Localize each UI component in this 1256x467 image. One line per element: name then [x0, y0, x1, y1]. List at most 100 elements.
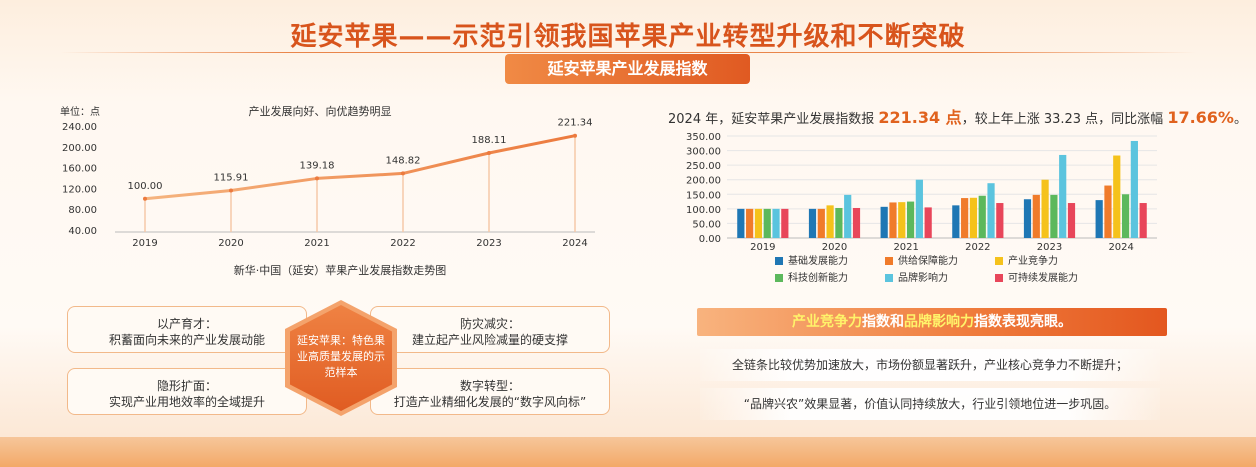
note-brand: “品牌兴农”效果显著，价值认同持续放大，行业引领地位进一步巩固。 [700, 388, 1160, 420]
bar [1067, 203, 1076, 238]
bar [924, 207, 932, 238]
data-point [143, 196, 147, 201]
legend-swatch [995, 257, 1003, 265]
x-tick-label: 2023 [476, 238, 501, 249]
bottom-band [0, 437, 1256, 467]
bar [889, 202, 897, 238]
bar [1121, 194, 1130, 238]
bar [915, 179, 923, 238]
y-tick-label: 240.00 [62, 122, 97, 133]
summary-text: 2024 年，延安苹果产业发展指数报 221.34 点，较上年上涨 33.23 … [668, 104, 1247, 128]
bar [1095, 200, 1103, 238]
bar [826, 205, 834, 238]
bar [898, 202, 906, 238]
x-tick-label: 2020 [822, 242, 847, 250]
bar [952, 205, 960, 238]
bar [1023, 199, 1032, 238]
line-chart-subtitle: 产业发展向好、向优趋势明显 [248, 105, 392, 118]
bar [1139, 203, 1147, 238]
card-talent-body: 积蓄面向未来的产业发展动能 [108, 333, 265, 347]
highlight-banner: 产业竞争力指数和品牌影响力指数表现亮眼。 [697, 308, 1167, 336]
card-disaster-title: 防灾减灾： [459, 317, 520, 331]
bar [772, 208, 780, 238]
summary-index-value: 221.34 点 [878, 108, 962, 127]
x-tick-label: 2019 [132, 238, 157, 249]
y-tick-label: 300.00 [686, 147, 721, 158]
bar [1130, 140, 1138, 238]
card-talent: 以产育才： 积蓄面向未来的产业发展动能 [67, 306, 307, 353]
data-point [573, 133, 577, 138]
bar [961, 198, 969, 238]
bar [969, 197, 978, 238]
bar [754, 208, 763, 238]
note-competitiveness: 全链条比较优势加速放大，市场份额显著跃升，产业核心竞争力不断提升； [700, 349, 1160, 381]
legend-label: 品牌影响力 [898, 273, 948, 284]
legend-label: 可持续发展能力 [1008, 273, 1078, 284]
card-digital-body: 打造产业精细化发展的“数字风向标” [393, 395, 587, 409]
card-land-body: 实现产业用地效率的全域提升 [108, 395, 265, 409]
bar [1050, 194, 1058, 238]
y-tick-label: 50.00 [692, 219, 721, 230]
bar [817, 208, 825, 238]
y-tick-label: 120.00 [62, 184, 97, 195]
data-point [487, 150, 491, 155]
bar [746, 208, 754, 238]
bar [906, 201, 915, 238]
highlight-and: 指数和 [862, 314, 904, 330]
legend-swatch [775, 257, 783, 265]
x-tick-label: 2019 [750, 242, 775, 250]
y-tick-label: 0.00 [699, 234, 721, 245]
bar [996, 203, 1004, 238]
legend-item: 基础发展能力 [775, 252, 848, 267]
y-tick-label: 80.00 [68, 205, 97, 216]
card-disaster: 防灾减灾： 建立起产业风险减量的硬支撑 [370, 306, 610, 353]
sub-index-bar-chart: 0.00 50.00 100.00 150.00 200.00 250.00 300.00 3… [686, 132, 1157, 250]
legend-item: 供给保障能力 [885, 252, 958, 267]
bar [987, 183, 995, 238]
bar [737, 208, 745, 238]
bar [1041, 179, 1049, 238]
bar [852, 207, 861, 238]
card-land-title: 隐形扩面： [156, 379, 217, 393]
x-tick-label: 2020 [218, 238, 243, 249]
data-label: 221.34 [558, 118, 593, 129]
card-digital-title: 数字转型： [459, 379, 520, 393]
line-chart-unit-label: 单位：点 [60, 107, 100, 118]
legend-label: 科技创新能力 [788, 273, 848, 284]
bar [781, 208, 789, 238]
data-point [401, 171, 405, 176]
y-tick-label: 150.00 [686, 190, 721, 201]
data-point [229, 188, 233, 193]
card-digital: 数字转型： 打造产业精细化发展的“数字风向标” [370, 368, 610, 415]
bar [1104, 185, 1112, 238]
legend-swatch [885, 274, 893, 282]
highlight-competitiveness: 产业竞争力 [792, 314, 862, 330]
bar [1032, 194, 1040, 238]
data-point [315, 176, 319, 181]
legend-item: 科技创新能力 [775, 269, 848, 284]
legend-item: 可持续发展能力 [995, 269, 1078, 284]
y-tick-label: 200.00 [62, 143, 97, 154]
card-land: 隐形扩面： 实现产业用地效率的全域提升 [67, 368, 307, 415]
center-hexagon-text: 延安苹果：特色果业高质量发展的示范样本 [290, 305, 392, 411]
data-label: 148.82 [386, 155, 421, 166]
x-tick-label: 2022 [965, 242, 990, 250]
bar [808, 208, 817, 238]
legend-label: 供给保障能力 [898, 256, 958, 267]
y-tick-label: 250.00 [686, 161, 721, 172]
y-tick-label: 100.00 [686, 205, 721, 216]
y-tick-label: 40.00 [68, 226, 97, 237]
y-tick-label: 200.00 [686, 176, 721, 187]
data-label: 100.00 [128, 181, 163, 192]
bar [763, 208, 771, 238]
legend-swatch [995, 274, 1003, 282]
legend-label: 基础发展能力 [788, 256, 848, 267]
bar [844, 194, 852, 238]
line-chart-caption: 新华·中国（延安）苹果产业发展指数走势图 [233, 264, 447, 277]
legend-swatch [885, 257, 893, 265]
x-tick-label: 2021 [304, 238, 329, 249]
x-tick-label: 2022 [390, 238, 415, 249]
section-badge: 延安苹果产业发展指数 [505, 54, 750, 84]
summary-pre: 2024 年，延安苹果产业发展指数报 [668, 112, 879, 127]
summary-growth-pct: 17.66% [1167, 108, 1234, 127]
